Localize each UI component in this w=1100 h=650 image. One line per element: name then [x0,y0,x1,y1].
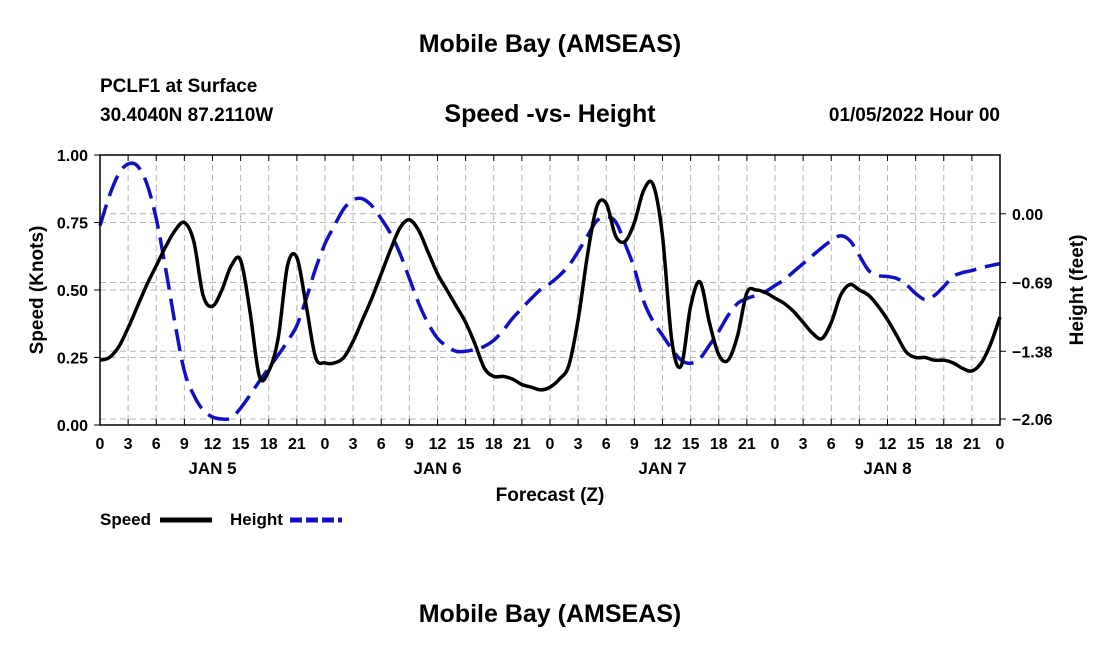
x-tick-label: 3 [799,436,808,453]
x-tick-label: 9 [630,436,639,453]
x-tick-label: 6 [602,436,611,453]
chart-subtitle: Speed -vs- Height [444,100,656,128]
x-tick-label: 6 [827,436,836,453]
x-tick-label: 21 [963,436,981,453]
x-tick-label: 15 [907,436,925,453]
x-tick-label: 15 [232,436,250,453]
station-label: PCLF1 at Surface [100,76,258,97]
chart-title: Mobile Bay (AMSEAS) [418,30,682,58]
y-axis-label: Speed (Knots) [27,226,48,355]
legend-speed-label: Speed [100,510,151,529]
series-layer [98,161,1002,422]
tick-layer: 0 3 6 9 12 15 18 21 0 3 6 9 12 15 18 21 0 3 6 9 12 15 18 21 0 3 6 9… [57,148,1053,478]
x-tick-label: 9 [180,436,189,453]
grid-lines [100,155,1000,425]
y-tick-label: 0.50 [57,283,88,300]
y2-tick-label: 0.00 [1012,207,1043,224]
legend: Speed Height [100,510,342,529]
x-tick-label: 12 [879,436,897,453]
x-tick-label: 21 [513,436,531,453]
x-tick-label: 3 [574,436,583,453]
y-tick-label: 1.00 [57,148,88,165]
x-tick-label: 18 [935,436,953,453]
x-tick-label: 3 [349,436,358,453]
x-tick-label: 12 [429,436,447,453]
y2-axis-label: Height (feet) [1067,235,1088,346]
forecast-datetime: 01/05/2022 Hour 00 [828,105,1000,126]
x-tick-label: 21 [288,436,306,453]
y-tick-label: 0.25 [57,351,88,368]
second-chart-title: Mobile Bay (AMSEAS) [418,600,682,628]
x-tick-label: 6 [152,436,161,453]
x-tick-label: 0 [996,436,1005,453]
x-tick-label: 9 [405,436,414,453]
x-tick-label: 9 [855,436,864,453]
x-tick-label: 15 [682,436,700,453]
x-tick-label: 15 [457,436,475,453]
x-axis-label: Forecast (Z) [496,485,605,506]
y2-tick-label: −0.69 [1012,276,1053,293]
series-height-line [98,161,1001,422]
station-coordinates: 30.4040N 87.2110W [100,105,274,126]
x-tick-label: 3 [124,436,133,453]
x-tick-label: 18 [260,436,278,453]
x-day-label: JAN 8 [863,459,911,478]
x-tick-label: 18 [710,436,728,453]
x-day-label: JAN 6 [413,459,461,478]
x-tick-label: 6 [377,436,386,453]
y2-tick-label: −1.38 [1012,344,1053,361]
x-tick-label: 0 [546,436,555,453]
y-tick-label: 0.75 [57,216,88,233]
x-tick-label: 12 [204,436,222,453]
x-tick-label: 0 [96,436,105,453]
x-tick-label: 0 [321,436,330,453]
y-tick-label: 0.00 [57,418,88,435]
x-tick-label: 0 [771,436,780,453]
y2-tick-label: −2.06 [1012,412,1053,429]
legend-height-label: Height [230,510,283,529]
x-tick-label: 21 [738,436,756,453]
x-day-label: JAN 7 [638,459,686,478]
x-day-label: JAN 5 [188,459,236,478]
series-speed-line [99,179,1002,392]
x-tick-label: 18 [485,436,503,453]
x-tick-label: 12 [654,436,672,453]
